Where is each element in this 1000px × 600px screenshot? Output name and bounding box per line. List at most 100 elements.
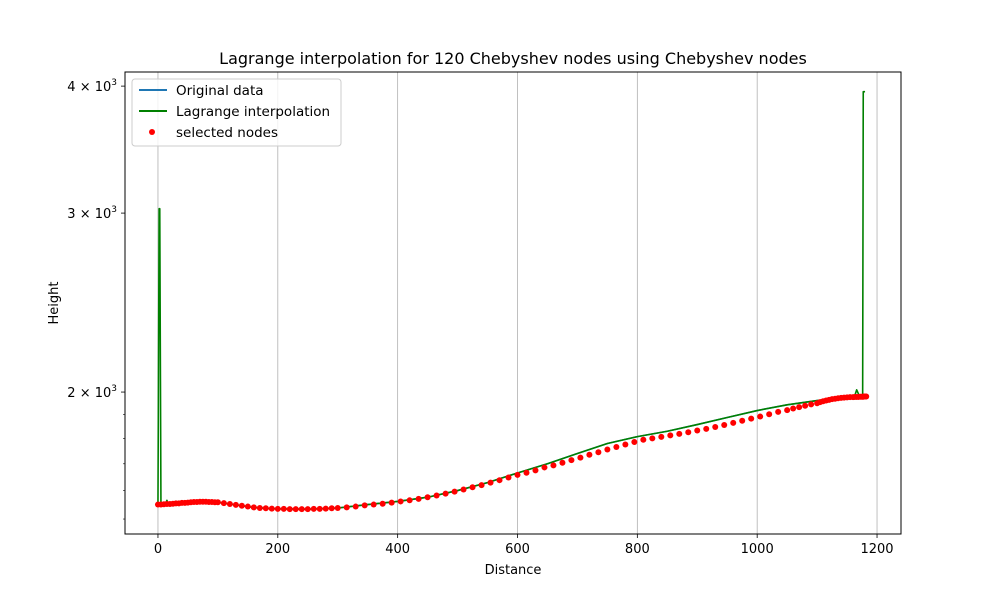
data-point-selected-nodes (328, 505, 335, 512)
data-point-selected-nodes (415, 495, 422, 502)
data-point-selected-nodes (316, 505, 323, 512)
y-tick-label: 2 × 103 (67, 384, 117, 401)
data-point-selected-nodes (310, 505, 317, 512)
data-point-selected-nodes (685, 429, 692, 436)
data-point-selected-nodes (703, 425, 710, 432)
data-point-selected-nodes (388, 499, 395, 506)
x-tick-label: 600 (505, 542, 530, 557)
data-point-selected-nodes (220, 500, 227, 507)
legend-box (131, 78, 342, 147)
grid-layer (157, 72, 878, 534)
data-point-selected-nodes (766, 411, 773, 418)
legend-label-lagrange-interpolation: Lagrange interpolation (176, 104, 330, 120)
data-point-selected-nodes (232, 501, 239, 508)
data-point-selected-nodes (784, 407, 791, 414)
data-point-selected-nodes (667, 432, 674, 439)
data-point-selected-nodes (361, 502, 368, 509)
data-point-selected-nodes (433, 492, 440, 499)
data-point-selected-nodes (343, 504, 350, 511)
x-axis-label: Distance (485, 563, 542, 578)
data-point-selected-nodes (451, 488, 458, 495)
data-point-selected-nodes (613, 443, 620, 450)
data-point-selected-nodes (406, 497, 413, 504)
y-tick-label: 3 × 103 (67, 205, 117, 222)
data-point-selected-nodes (550, 462, 557, 469)
data-point-selected-nodes (280, 505, 287, 512)
data-point-selected-nodes (460, 486, 467, 493)
data-point-selected-nodes (487, 479, 494, 486)
data-point-selected-nodes (304, 506, 311, 513)
data-point-selected-nodes (631, 439, 638, 446)
x-tick-label: 1000 (741, 542, 774, 557)
data-point-selected-nodes (274, 505, 281, 512)
data-point-selected-nodes (334, 504, 341, 511)
data-point-selected-nodes (622, 441, 629, 448)
data-point-selected-nodes (250, 504, 257, 511)
data-point-selected-nodes (379, 500, 386, 507)
data-point-selected-nodes (505, 474, 512, 481)
data-point-selected-nodes (214, 499, 221, 506)
y-axis-label: Height (47, 282, 62, 325)
y-axis-ticks: 2 × 103 3 × 103 4 × 103 (67, 78, 125, 520)
data-point-selected-nodes (541, 464, 548, 471)
data-point-selected-nodes (238, 502, 245, 509)
plot-area (154, 90, 870, 513)
data-point-selected-nodes (568, 457, 575, 464)
x-tick-label: 400 (385, 542, 410, 557)
data-point-selected-nodes (808, 401, 815, 408)
data-point-selected-nodes (739, 417, 746, 424)
legend-label-original-data: Original data (176, 83, 264, 99)
data-point-selected-nodes (775, 408, 782, 415)
data-point-selected-nodes (658, 433, 665, 440)
data-point-selected-nodes (298, 506, 305, 513)
data-point-selected-nodes (286, 506, 293, 513)
x-axis-ticks: 0 200 400 600 800 1000 1200 (154, 534, 894, 557)
data-point-selected-nodes (496, 477, 503, 484)
chart-title: Lagrange interpolation for 120 Chebyshev… (219, 49, 807, 68)
data-point-selected-nodes (352, 503, 359, 510)
data-point-selected-nodes (712, 423, 719, 430)
data-point-selected-nodes (268, 505, 275, 512)
data-point-selected-nodes (863, 393, 870, 400)
x-tick-label: 800 (625, 542, 650, 557)
x-tick-label: 1200 (860, 542, 893, 557)
data-point-selected-nodes (649, 435, 656, 442)
y-tick-label: 4 × 103 (67, 78, 117, 95)
legend: Original data Lagrange interpolation sel… (131, 78, 342, 147)
x-tick-label: 0 (154, 542, 162, 557)
data-point-selected-nodes (586, 451, 593, 458)
data-point-selected-nodes (514, 471, 521, 478)
data-point-selected-nodes (730, 419, 737, 426)
data-point-selected-nodes (757, 413, 764, 420)
data-point-selected-nodes (640, 436, 647, 443)
data-point-selected-nodes (532, 467, 539, 474)
data-point-selected-nodes (604, 446, 611, 453)
data-point-selected-nodes (523, 469, 530, 476)
series-layer (154, 90, 870, 513)
data-point-selected-nodes (397, 498, 404, 505)
data-point-selected-nodes (790, 405, 797, 412)
data-point-selected-nodes (694, 427, 701, 434)
data-point-selected-nodes (262, 505, 269, 512)
data-point-selected-nodes (478, 482, 485, 489)
legend-swatch-selected-nodes (149, 129, 155, 135)
data-point-selected-nodes (577, 454, 584, 461)
data-point-selected-nodes (721, 422, 728, 429)
data-point-selected-nodes (442, 490, 449, 497)
data-point-selected-nodes (244, 503, 251, 510)
axes-frame (124, 71, 902, 535)
data-point-selected-nodes (559, 459, 566, 466)
data-point-selected-nodes (322, 505, 329, 512)
x-tick-label: 200 (265, 542, 290, 557)
data-point-selected-nodes (796, 404, 803, 411)
data-point-selected-nodes (469, 484, 476, 491)
data-point-selected-nodes (595, 449, 602, 456)
data-point-selected-nodes (424, 494, 431, 501)
data-point-selected-nodes (802, 402, 809, 409)
legend-label-selected-nodes: selected nodes (176, 125, 278, 141)
data-point-selected-nodes (292, 506, 299, 513)
data-point-selected-nodes (748, 415, 755, 422)
data-point-selected-nodes (676, 430, 683, 437)
data-point-selected-nodes (370, 501, 377, 508)
